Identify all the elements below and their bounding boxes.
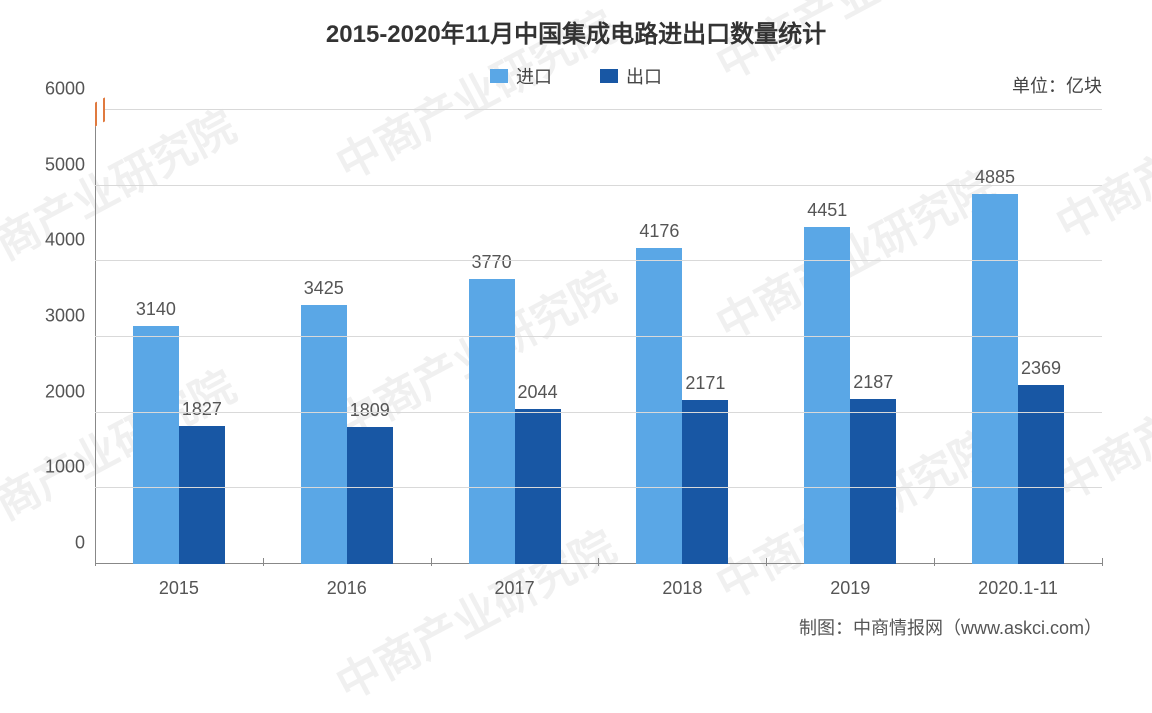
- x-tick: [766, 558, 767, 566]
- grid-line: [95, 336, 1102, 337]
- bars: 34251809: [263, 110, 431, 564]
- bars: 37702044: [431, 110, 599, 564]
- x-tick-label: 2019: [830, 578, 870, 599]
- bar-value-label: 3140: [136, 299, 176, 320]
- bar: 3770: [469, 279, 515, 564]
- bars: 41762171: [598, 110, 766, 564]
- legend-label: 出口: [626, 63, 662, 89]
- bar-value-label: 3425: [304, 278, 344, 299]
- bar: 3140: [133, 326, 179, 564]
- bar: 4176: [636, 248, 682, 564]
- bar-group: 377020442017: [431, 110, 599, 564]
- legend-item: 出口: [600, 63, 662, 89]
- bars: 44512187: [766, 110, 934, 564]
- bar-group: 445121872019: [766, 110, 934, 564]
- bar: 1827: [179, 426, 225, 564]
- x-tick: [263, 558, 264, 566]
- bar: 2187: [850, 399, 896, 564]
- bar-value-label: 2187: [853, 372, 893, 393]
- grid-line: [95, 412, 1102, 413]
- attribution-text: 制图：中商情报网（www.askci.com）: [799, 614, 1102, 640]
- bar-group: 488523692020.1-11: [934, 110, 1102, 564]
- bar-groups: 3140182720153425180920163770204420174176…: [95, 110, 1102, 564]
- legend-item: 进口: [490, 63, 552, 89]
- legend-swatch: [600, 69, 618, 83]
- x-tick-label: 2020.1-11: [978, 578, 1058, 599]
- y-tick-label: 4000: [45, 230, 85, 251]
- y-tick-label: 3000: [45, 306, 85, 327]
- y-tick-label: 1000: [45, 457, 85, 478]
- legend-swatch: [490, 69, 508, 83]
- bar-group: 342518092016: [263, 110, 431, 564]
- chart-container: 2015-2020年11月中国集成电路进出口数量统计 进口 出口 单位：亿块 31…: [0, 0, 1152, 654]
- bar-value-label: 2044: [518, 382, 558, 403]
- bar: 4885: [972, 194, 1018, 564]
- bar: 1809: [347, 427, 393, 564]
- x-tick-label: 2017: [495, 578, 535, 599]
- x-tick: [934, 558, 935, 566]
- unit-label: 单位：亿块: [1012, 72, 1102, 98]
- bar: 2171: [682, 400, 728, 564]
- bar-value-label: 4451: [807, 200, 847, 221]
- y-tick-label: 5000: [45, 154, 85, 175]
- grid-line: [95, 109, 1102, 110]
- grid-line: [95, 185, 1102, 186]
- legend: 进口 出口: [0, 63, 1152, 89]
- plot-area: 3140182720153425180920163770204420174176…: [95, 110, 1102, 564]
- bar-group: 417621712018: [598, 110, 766, 564]
- x-tick-label: 2018: [662, 578, 702, 599]
- y-tick-label: 0: [75, 533, 85, 554]
- y-tick-label: 2000: [45, 381, 85, 402]
- x-tick: [95, 558, 96, 566]
- bars: 48852369: [934, 110, 1102, 564]
- bars: 31401827: [95, 110, 263, 564]
- bar: 3425: [301, 305, 347, 564]
- grid-line: [95, 260, 1102, 261]
- chart-title: 2015-2020年11月中国集成电路进出口数量统计: [0, 0, 1152, 49]
- x-tick: [1102, 558, 1103, 566]
- bar-group: 314018272015: [95, 110, 263, 564]
- grid-line: [95, 487, 1102, 488]
- bar-value-label: 1827: [182, 399, 222, 420]
- bar-value-label: 4176: [639, 221, 679, 242]
- x-tick-label: 2016: [327, 578, 367, 599]
- bar-value-label: 1809: [350, 400, 390, 421]
- bar-value-label: 3770: [472, 252, 512, 273]
- bar: 4451: [804, 227, 850, 564]
- bar-value-label: 2369: [1021, 358, 1061, 379]
- legend-label: 进口: [516, 63, 552, 89]
- x-tick: [598, 558, 599, 566]
- bar-value-label: 2171: [685, 373, 725, 394]
- x-tick: [431, 558, 432, 566]
- x-tick-label: 2015: [159, 578, 199, 599]
- y-tick-label: 6000: [45, 79, 85, 100]
